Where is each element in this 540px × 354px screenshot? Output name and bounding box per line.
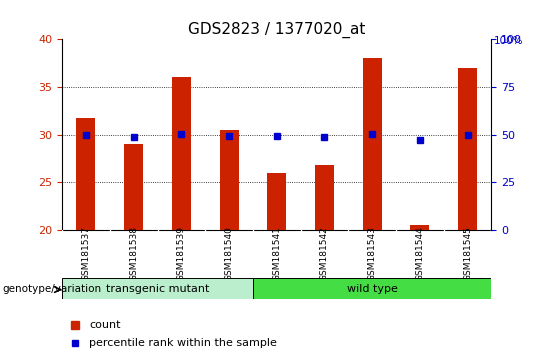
Bar	[219, 130, 239, 230]
Title: GDS2823 / 1377020_at: GDS2823 / 1377020_at	[188, 21, 366, 38]
Bar	[458, 68, 477, 230]
Text: GSM181541: GSM181541	[272, 227, 281, 281]
Bar	[77, 118, 96, 230]
Bar	[410, 225, 429, 230]
Text: GSM181537: GSM181537	[82, 227, 91, 281]
Text: percentile rank within the sample: percentile rank within the sample	[90, 338, 278, 348]
Text: GSM181545: GSM181545	[463, 227, 472, 281]
Text: GSM181539: GSM181539	[177, 227, 186, 281]
Text: wild type: wild type	[347, 284, 397, 293]
Text: transgenic mutant: transgenic mutant	[106, 284, 209, 293]
Bar	[363, 58, 382, 230]
Text: 100%: 100%	[494, 36, 524, 46]
Text: GSM181540: GSM181540	[225, 227, 234, 281]
Bar	[124, 144, 143, 230]
Text: GSM181538: GSM181538	[129, 227, 138, 281]
Bar	[315, 165, 334, 230]
Text: count: count	[90, 320, 121, 330]
Bar	[253, 278, 491, 299]
Text: genotype/variation: genotype/variation	[3, 284, 102, 294]
Bar	[62, 278, 253, 299]
Bar	[172, 77, 191, 230]
Text: GSM181543: GSM181543	[368, 227, 377, 281]
Bar	[267, 173, 286, 230]
Text: GSM181544: GSM181544	[415, 227, 424, 281]
Text: GSM181542: GSM181542	[320, 227, 329, 281]
